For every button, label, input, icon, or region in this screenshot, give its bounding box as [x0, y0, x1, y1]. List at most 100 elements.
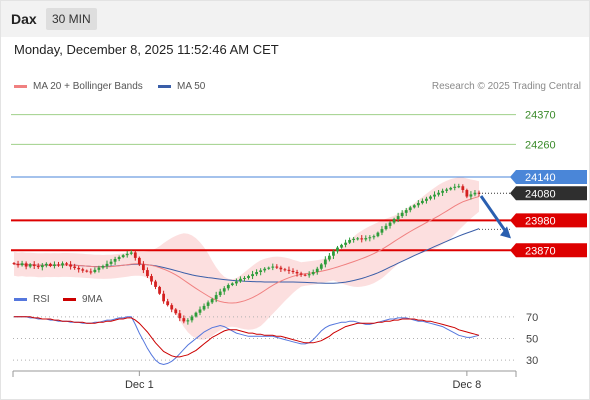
- candle-body: [461, 186, 465, 191]
- candles: [12, 183, 481, 325]
- candle-body: [372, 236, 376, 238]
- candle-body: [239, 278, 242, 282]
- candle-body: [186, 320, 190, 322]
- candle-body: [85, 270, 89, 272]
- candle-body: [32, 264, 36, 267]
- candle-body: [218, 291, 222, 296]
- candle-body: [81, 269, 85, 271]
- candle-body: [166, 301, 170, 306]
- candle-body: [65, 263, 68, 265]
- candle-body: [194, 312, 198, 317]
- candle-body: [396, 216, 400, 220]
- candle-body: [441, 190, 445, 193]
- candle-body: [20, 263, 24, 266]
- candle-body: [162, 293, 166, 302]
- bollinger-band: [14, 177, 479, 340]
- candle-body: [89, 271, 93, 273]
- research-credit: Research © 2025 Trading Central: [431, 81, 581, 92]
- candle-body: [40, 265, 44, 268]
- forecast-arrow-shaft: [479, 195, 509, 235]
- level-label-23980: 23980: [525, 215, 556, 227]
- rsi-ma-line: [14, 316, 480, 358]
- candle-body: [36, 266, 40, 268]
- interval-button[interactable]: 30 MIN: [46, 8, 97, 30]
- level-label-24140: 24140: [525, 172, 556, 184]
- legend-rsi: RSI: [14, 294, 50, 305]
- ma20-swatch-icon: [14, 84, 27, 88]
- candle-body: [352, 238, 356, 240]
- candle-body: [469, 194, 473, 197]
- candle-body: [202, 305, 206, 310]
- candle-body: [12, 263, 16, 265]
- level-label-24370: 24370: [525, 110, 556, 122]
- level-label-23870: 23870: [525, 245, 556, 257]
- candle-body: [243, 277, 246, 279]
- candle-body: [392, 219, 396, 223]
- candle-body: [214, 295, 218, 300]
- candle-body: [105, 263, 109, 267]
- candle-body: [234, 281, 238, 284]
- candle-body: [222, 288, 226, 292]
- level-label-23870-bg: [510, 243, 587, 258]
- rsi-level-label-50: 50: [526, 334, 538, 346]
- candle-body: [57, 264, 60, 266]
- legend-rsi-ma: 9MA: [63, 294, 103, 305]
- rsi-swatch-icon: [14, 297, 27, 301]
- candle-body: [368, 237, 372, 239]
- candle-body: [16, 263, 20, 266]
- candle-body: [117, 257, 121, 259]
- candle-body: [327, 255, 331, 260]
- candle-body: [28, 264, 32, 267]
- legend-ma50-label: MA 50: [177, 81, 206, 92]
- candle-body: [267, 267, 271, 269]
- candle-body: [311, 272, 315, 275]
- candle-body: [170, 305, 174, 310]
- candle-body: [133, 252, 137, 258]
- forecast-arrow-icon: [500, 226, 511, 239]
- candle-body: [344, 242, 347, 245]
- candle-body: [73, 266, 77, 268]
- candle-body: [137, 257, 141, 265]
- candle-body: [303, 274, 307, 276]
- candle-body: [230, 283, 234, 286]
- legend-rsi-label: RSI: [33, 294, 50, 305]
- candle-body: [457, 186, 461, 188]
- rsi-ma-swatch-icon: [63, 297, 76, 301]
- candle-body: [356, 238, 360, 240]
- candle-body: [400, 212, 404, 217]
- candle-body: [93, 269, 97, 272]
- candle-body: [121, 255, 125, 258]
- candle-body: [429, 196, 432, 199]
- candle-body: [69, 264, 73, 267]
- rsi-level-label-30: 30: [526, 355, 538, 367]
- candle-body: [348, 239, 352, 243]
- datetime-label: Monday, December 8, 2025 11:52:46 AM CET: [14, 42, 279, 57]
- candle-body: [340, 244, 343, 248]
- candle-body: [408, 207, 412, 211]
- candle-body: [61, 263, 64, 266]
- candle-body: [44, 263, 48, 266]
- x-tick-label: Dec 1: [125, 379, 154, 391]
- candle-body: [315, 268, 319, 272]
- candle-body: [48, 263, 52, 267]
- candle-body: [453, 186, 457, 188]
- candle-body: [146, 270, 149, 277]
- candle-body: [425, 198, 428, 201]
- candle-body: [174, 309, 178, 314]
- candle-body: [198, 309, 202, 313]
- candle-body: [158, 286, 161, 294]
- level-label-23980-bg: [510, 213, 587, 228]
- candle-body: [77, 267, 81, 270]
- candle-body: [307, 274, 311, 276]
- level-label-24260: 24260: [525, 139, 556, 151]
- candle-body: [416, 203, 420, 206]
- candle-body: [101, 266, 105, 268]
- candle-body: [247, 276, 250, 278]
- candle-body: [150, 276, 153, 282]
- last-price-label-bg: [510, 186, 587, 201]
- candle-body: [141, 264, 145, 271]
- candle-body: [113, 258, 117, 262]
- candle-body: [283, 269, 287, 271]
- candle-body: [279, 267, 283, 270]
